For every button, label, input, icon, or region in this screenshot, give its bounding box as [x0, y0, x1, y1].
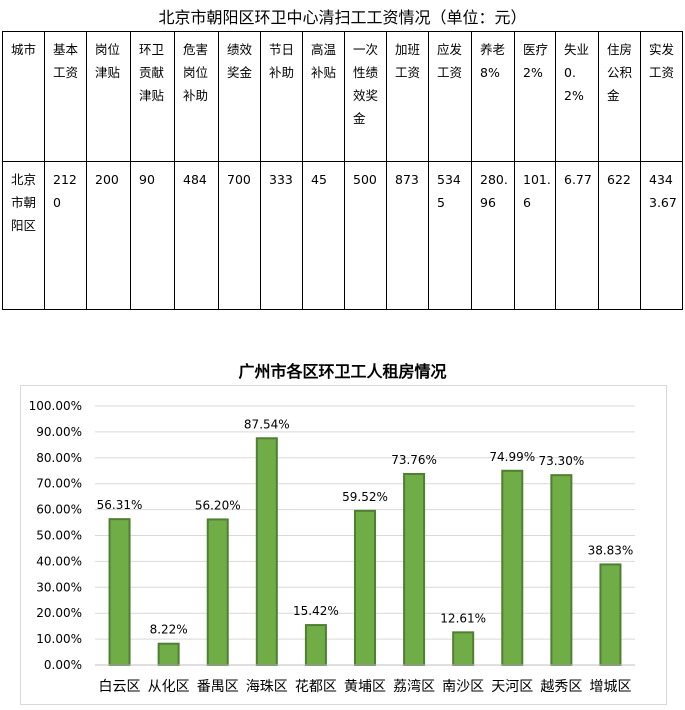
x-tick-label: 黄埔区 — [344, 678, 386, 695]
bar — [501, 469, 524, 667]
x-tick-label: 荔湾区 — [393, 678, 435, 695]
table-header-cell: 加班工资 — [386, 31, 429, 162]
data-label: 15.42% — [293, 604, 339, 618]
data-label: 56.31% — [97, 498, 143, 512]
x-tick-label: 花都区 — [295, 679, 337, 695]
data-label: 87.54% — [244, 417, 290, 431]
y-tick-label: 10.00% — [36, 632, 82, 646]
x-tick-label: 番禺区 — [197, 679, 239, 695]
table-cell: 280.96 — [471, 161, 515, 310]
table-header-cell: 危害岗位补助 — [174, 31, 219, 162]
table-header-cell: 养老8% — [471, 31, 515, 162]
y-tick-label: 60.00% — [36, 503, 82, 517]
table-cell: 873 — [386, 161, 429, 310]
table-cell: 北京市朝阳区 — [2, 161, 45, 310]
x-tick-label: 从化区 — [148, 679, 190, 695]
table-cell: 200 — [86, 161, 131, 310]
data-label: 56.20% — [195, 498, 241, 512]
data-label: 73.76% — [391, 453, 437, 467]
table-cell: 700 — [218, 161, 261, 310]
y-tick-label: 70.00% — [36, 477, 82, 491]
bar — [255, 437, 278, 666]
data-label: 59.52% — [342, 490, 388, 504]
y-tick-label: 0.00% — [44, 658, 82, 672]
bar — [599, 563, 622, 666]
x-tick-label: 白云区 — [99, 679, 141, 695]
bar — [452, 631, 475, 666]
table-cell: 6.77 — [555, 161, 599, 310]
table-cell: 101.6 — [514, 161, 556, 310]
table-header-cell: 环卫贡献津贴 — [130, 31, 175, 162]
table-cell: 333 — [260, 161, 303, 310]
y-tick-label: 90.00% — [36, 425, 82, 439]
bar — [108, 518, 131, 666]
table-header-cell: 节日补助 — [260, 31, 303, 162]
y-tick-label: 50.00% — [36, 529, 82, 543]
table-header-cell: 失业0.2% — [555, 31, 599, 162]
table-header-cell: 一次性绩效奖金 — [344, 31, 387, 162]
data-label: 38.83% — [588, 543, 634, 557]
chart-title: 广州市各区环卫工人租房情况 — [238, 362, 447, 381]
table-row: 北京市朝阳区 2120 200 90 484 700 333 45 500 873 5345 280.… — [2, 161, 683, 310]
table-cell: 2120 — [44, 161, 87, 310]
table-header-cell: 基本工资 — [44, 31, 87, 162]
table-header-cell: 高温补贴 — [302, 31, 345, 162]
data-label: 73.30% — [538, 454, 584, 468]
y-tick-label: 100.00% — [29, 399, 82, 413]
table-title: 北京市朝阳区环卫中心清扫工工资情况（单位：元） — [158, 8, 527, 27]
data-label: 74.99% — [489, 450, 535, 464]
bar — [403, 472, 426, 667]
bar — [206, 518, 229, 667]
x-tick-label: 天河区 — [491, 679, 533, 695]
y-tick-label: 30.00% — [36, 580, 82, 594]
bar — [550, 474, 573, 667]
table-header-row: 城市 基本工资 岗位津贴 环卫贡献津贴 危害岗位补助 绩效奖金 节日补助 高温补贴 一次性绩效奖… — [2, 31, 683, 162]
wage-table: 城市 基本工资 岗位津贴 环卫贡献津贴 危害岗位补助 绩效奖金 节日补助 高温补贴 一次性绩效奖… — [2, 31, 683, 310]
x-tick-label: 增城区 — [589, 679, 631, 695]
bar — [304, 624, 327, 666]
y-tick-label: 20.00% — [36, 606, 82, 620]
x-tick-label: 越秀区 — [540, 679, 582, 695]
table-header-cell: 绩效奖金 — [218, 31, 261, 162]
table-header-cell: 医疗2% — [514, 31, 556, 162]
x-tick-label: 南沙区 — [442, 679, 484, 695]
x-tick-label: 海珠区 — [246, 679, 288, 695]
bar — [157, 642, 180, 667]
table-header-cell: 岗位津贴 — [86, 31, 131, 162]
table-cell: 90 — [130, 161, 175, 310]
table-cell: 484 — [174, 161, 219, 310]
data-label: 8.22% — [150, 623, 188, 637]
table-cell: 500 — [344, 161, 387, 310]
table-cell: 4343.67 — [640, 161, 683, 310]
table-header-cell: 实发工资 — [640, 31, 683, 162]
data-label: 12.61% — [440, 611, 486, 625]
y-tick-label: 80.00% — [36, 451, 82, 465]
y-tick-label: 40.00% — [36, 554, 82, 568]
bar — [354, 509, 376, 666]
table-cell: 5345 — [428, 161, 472, 310]
table-header-cell: 住房公积金 — [598, 31, 641, 162]
